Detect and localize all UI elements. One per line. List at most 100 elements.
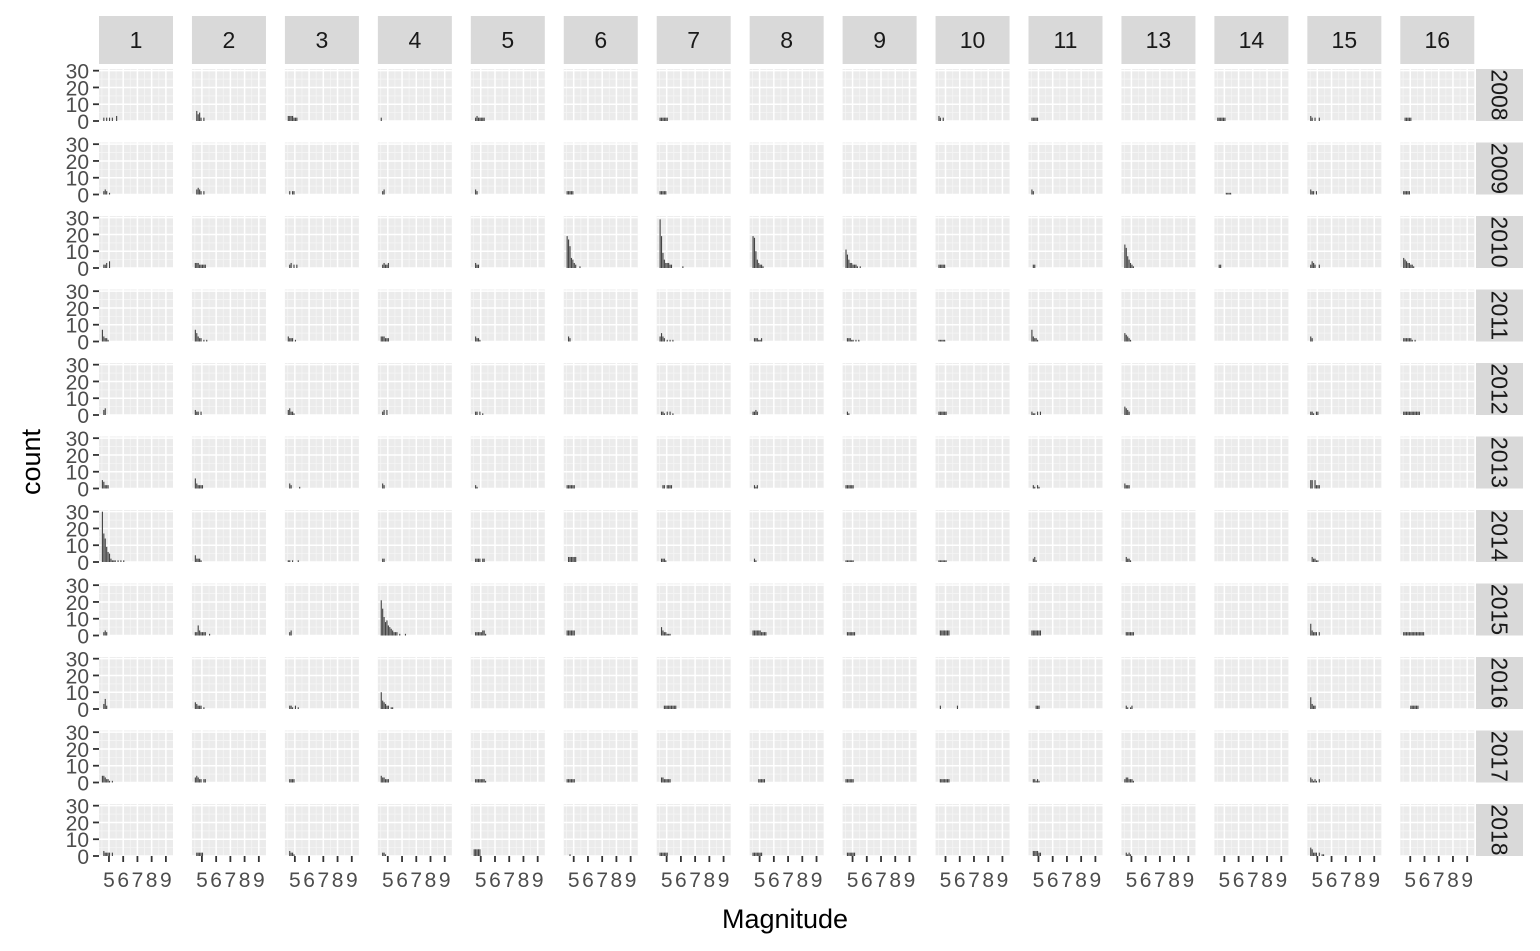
x-tick-label: 5 [289, 869, 301, 892]
panel-background [842, 216, 917, 268]
panel-2010-1 [99, 216, 173, 269]
histogram-bar [1131, 779, 1133, 783]
histogram-bar [668, 779, 670, 783]
histogram-bar [1035, 780, 1037, 783]
histogram-bar [1125, 632, 1127, 636]
histogram-bar [289, 408, 291, 415]
panel-2012-13 [1121, 363, 1196, 416]
histogram-bar [290, 411, 292, 415]
histogram-bar [108, 780, 111, 783]
panel-background [749, 436, 824, 489]
histogram-bar [203, 117, 205, 121]
histogram-bar [662, 336, 664, 342]
column-strip-label: 1 [130, 27, 143, 53]
histogram-bar [1034, 630, 1036, 636]
histogram-bar [1311, 117, 1313, 121]
histogram-bar [477, 338, 480, 342]
histogram-bar [755, 409, 757, 415]
histogram-bar [1311, 261, 1313, 268]
histogram-bar [476, 849, 478, 856]
histogram-bar [196, 483, 198, 489]
panel-2012-1 [99, 363, 173, 416]
panel-2015-11 [1028, 583, 1103, 637]
x-tick-label: 9 [1368, 869, 1380, 892]
histogram-bar [575, 556, 577, 562]
panel-background [1214, 69, 1289, 121]
histogram-bar [570, 630, 572, 636]
histogram-bar [194, 478, 196, 489]
panel-background [284, 436, 359, 489]
x-tick-label: 9 [160, 869, 172, 892]
histogram-bar [394, 632, 397, 636]
panel-background [377, 730, 452, 783]
histogram-bar [942, 779, 944, 783]
histogram-bar [1129, 632, 1132, 636]
panel-background [749, 289, 824, 342]
column-strip-16 [1400, 16, 1475, 64]
x-tick-label: 8 [518, 869, 530, 892]
x-tick-label: 5 [568, 869, 580, 892]
histogram-bar [299, 486, 301, 489]
x-tick-label: 5 [940, 869, 952, 892]
histogram-bar [197, 558, 199, 562]
histogram-bar [849, 632, 851, 636]
panel-2017-1 [99, 730, 173, 784]
histogram-bar [103, 533, 105, 562]
histogram-bar [663, 558, 665, 562]
panel-background [377, 436, 452, 489]
panel-background [284, 510, 359, 562]
histogram-bar [196, 703, 198, 709]
histogram-bar [107, 339, 109, 342]
histogram-bar [846, 632, 848, 636]
panel-background [1400, 142, 1475, 195]
histogram-bar [579, 266, 581, 268]
row-strip-2013 [1476, 436, 1523, 489]
histogram-bar [106, 546, 108, 562]
histogram-bar [199, 705, 201, 709]
histogram-bar [1411, 339, 1413, 342]
histogram-bar [293, 117, 295, 121]
panel-2015-2 [191, 583, 266, 637]
panel-2017-7 [656, 730, 731, 784]
histogram-bar [665, 632, 667, 636]
histogram-bar [1410, 411, 1412, 415]
panel-2008-11 [1028, 69, 1103, 122]
histogram-bar [113, 560, 115, 562]
histogram-bar [1129, 779, 1132, 783]
panel-background [749, 730, 824, 783]
row-strip-label: 2009 [1487, 143, 1513, 194]
histogram-bar [859, 266, 861, 268]
panel-background [749, 216, 824, 268]
panel-2013-5 [470, 436, 545, 490]
histogram-bar [383, 485, 385, 489]
panel-background [935, 363, 1010, 415]
histogram-bar [662, 117, 664, 121]
row-strip-label: 2017 [1487, 731, 1513, 782]
histogram-bar [752, 630, 754, 636]
histogram-bar [197, 485, 199, 489]
row-strip-label: 2014 [1487, 510, 1513, 561]
histogram-bar [666, 262, 668, 268]
x-tick-label: 7 [968, 869, 980, 892]
histogram-bar [852, 485, 854, 489]
panel-2009-10 [935, 142, 1010, 196]
histogram-bar [666, 779, 668, 783]
panel-2012-3 [284, 363, 359, 416]
panel-2013-13 [1121, 436, 1196, 490]
panel-background [935, 510, 1010, 562]
y-tick-label: 10 [66, 94, 89, 117]
histogram-bar [855, 264, 857, 268]
histogram-bar [853, 264, 856, 268]
histogram-bar [382, 558, 384, 562]
panel-2011-14 [1214, 289, 1289, 343]
x-tick-label: 5 [661, 869, 673, 892]
histogram-bar [387, 625, 389, 636]
panel-background [1214, 216, 1289, 268]
column-strip-label: 3 [316, 27, 329, 53]
histogram-bar [199, 264, 201, 268]
histogram-bar [659, 117, 661, 121]
histogram-bar [668, 633, 670, 636]
panel-2014-3 [284, 510, 359, 563]
panel-2014-2 [191, 510, 266, 563]
panel-2010-11 [1028, 216, 1103, 269]
